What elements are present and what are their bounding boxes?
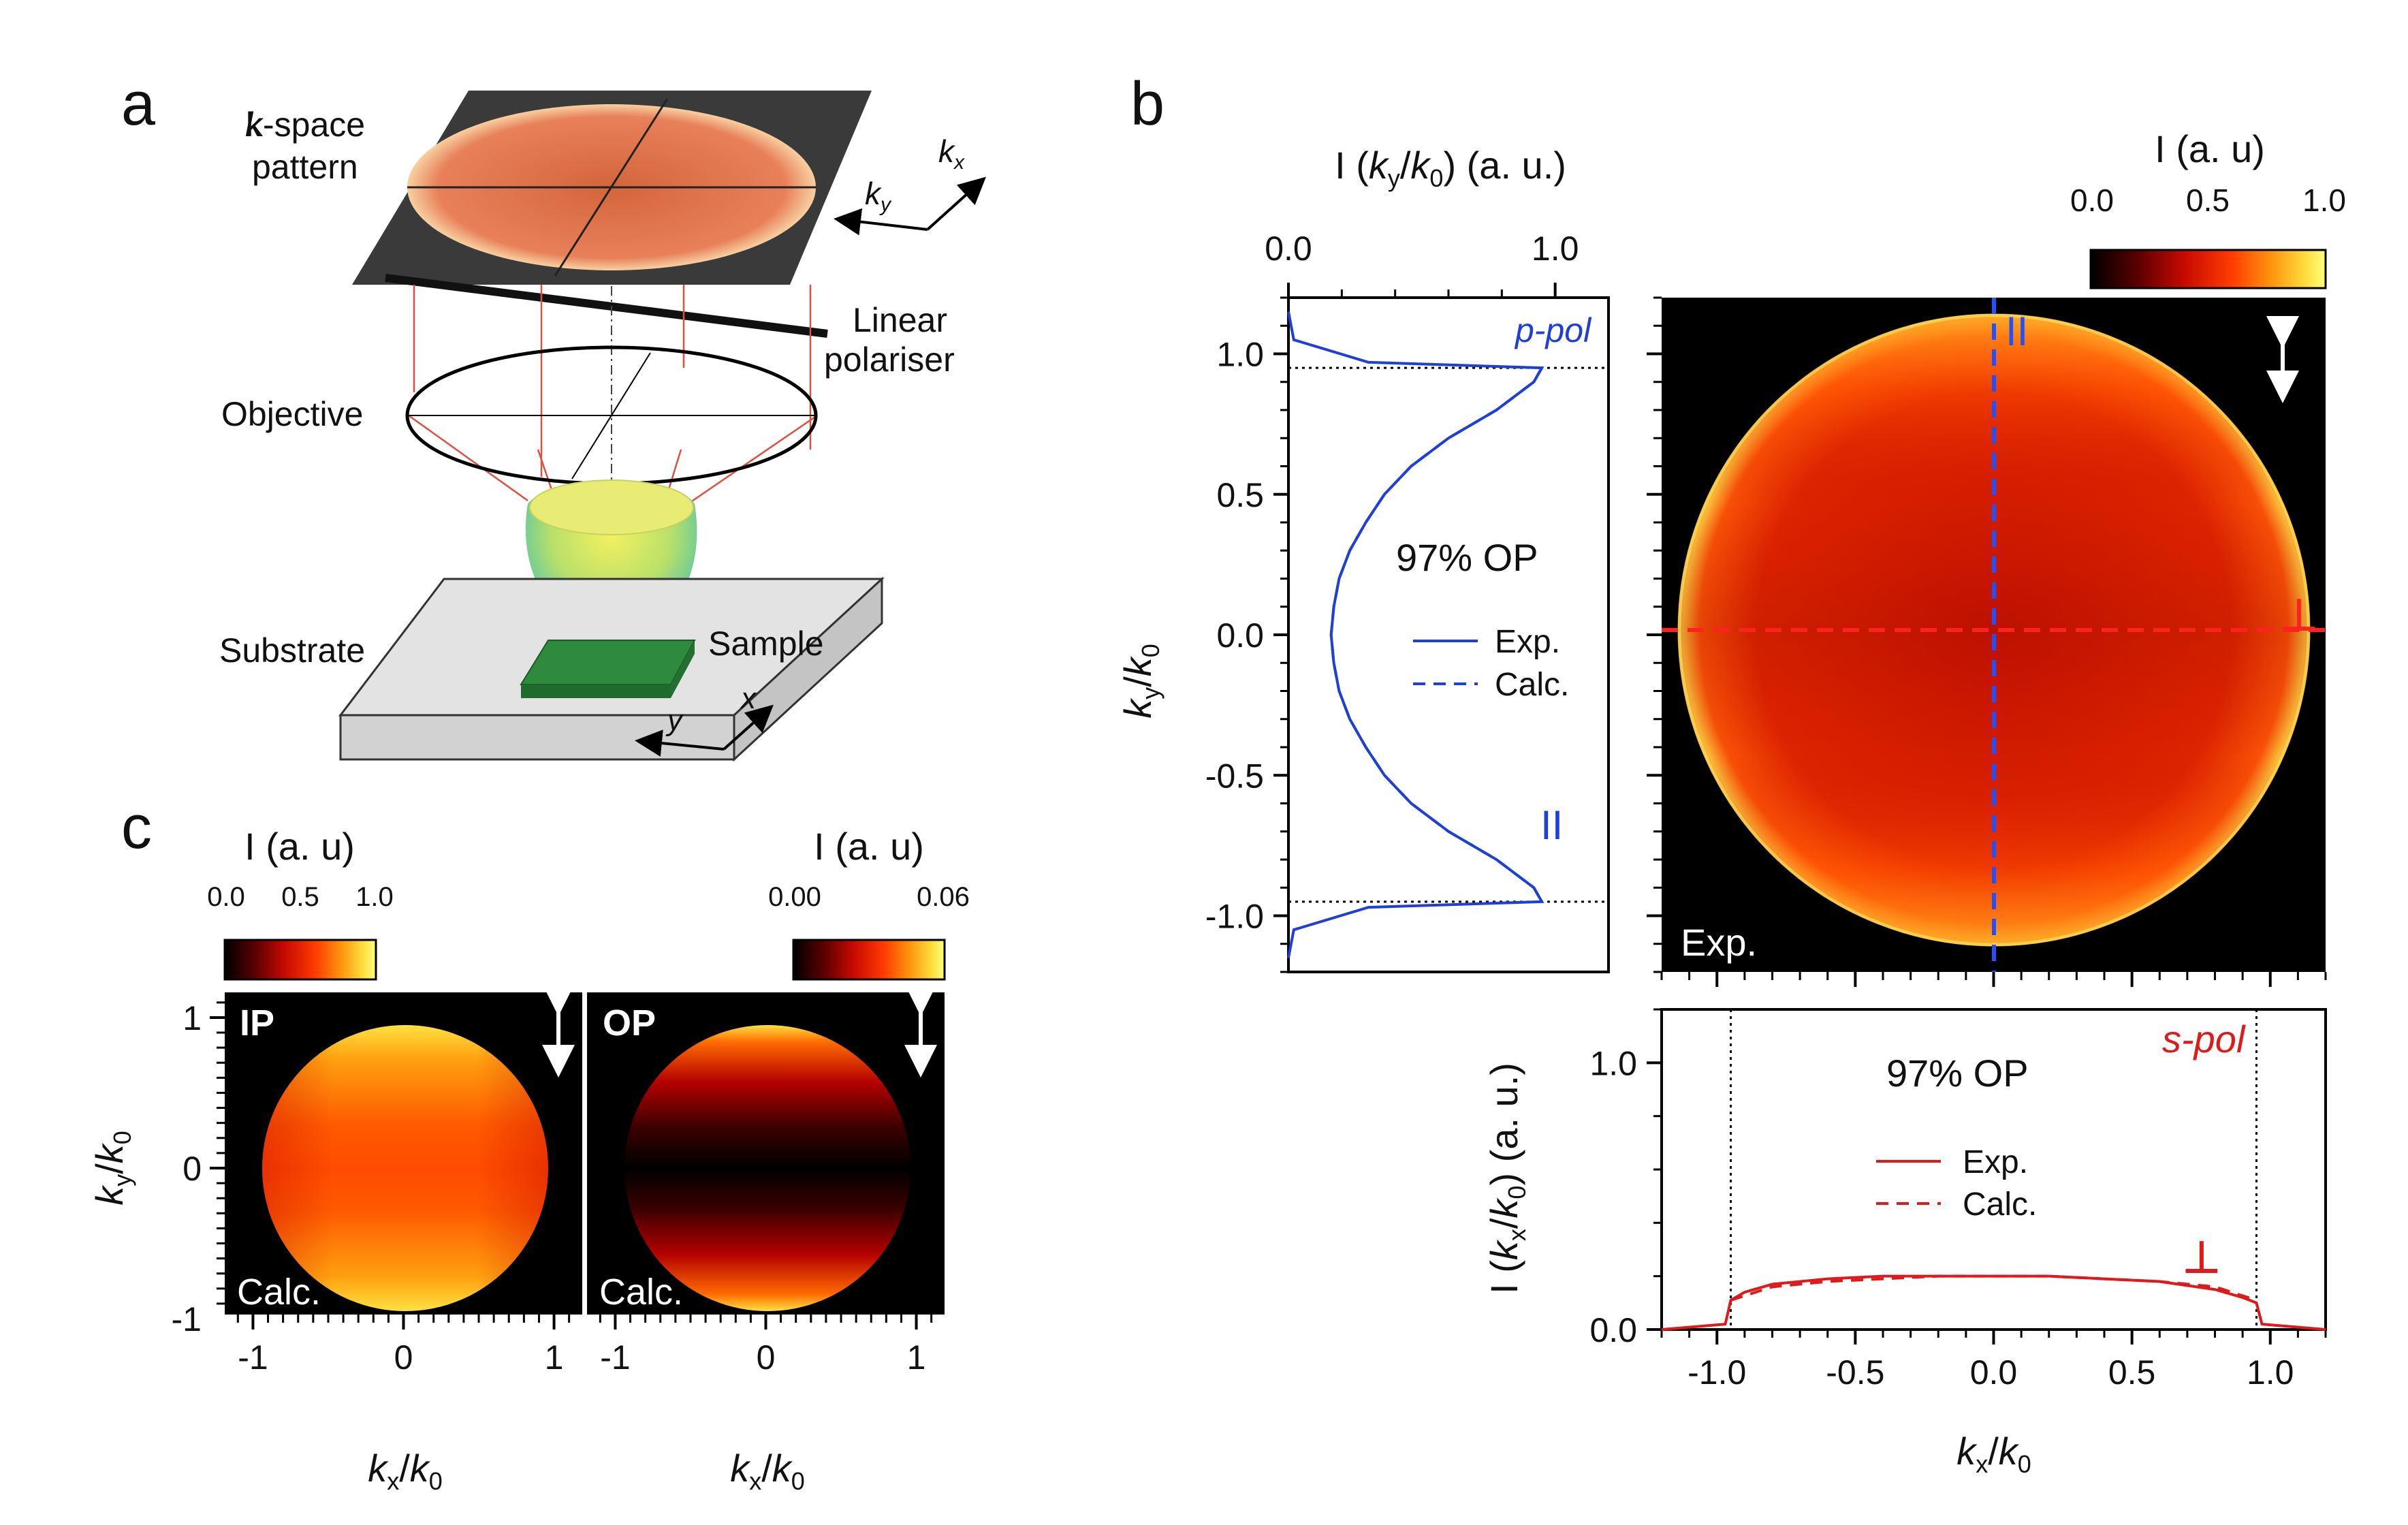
sample bbox=[520, 640, 696, 685]
objective-label: Objective bbox=[221, 395, 363, 433]
b-bottom-xtick-label: 1.0 bbox=[2247, 1353, 2294, 1392]
b-left-ytick-label: -0.5 bbox=[1205, 757, 1264, 795]
c-ip-ticks-xtick-label: 0 bbox=[394, 1338, 413, 1377]
panel-label-c: c bbox=[121, 793, 152, 862]
panel-b-ky-profile: 1.0 0.5 0.0 -0.5 -1.0 0.0 1.0 I (ky/k0) (a. u.… bbox=[1116, 144, 1610, 973]
b-colorbar-tick-2: 1.0 bbox=[2302, 183, 2346, 218]
c-op-colorbar bbox=[792, 939, 946, 981]
c-op-ticks-xtick-label: -1 bbox=[600, 1338, 630, 1377]
b-left-xtick-label: 1.0 bbox=[1532, 230, 1579, 268]
b-bottom-xtick-label: 0.5 bbox=[2108, 1353, 2156, 1392]
b-bottom-xtick-label: -1.0 bbox=[1688, 1353, 1746, 1392]
polariser-label-1: Linear bbox=[853, 301, 947, 339]
sample-label: Sample bbox=[708, 625, 824, 663]
b-bottom-xtick-label: -0.5 bbox=[1826, 1353, 1884, 1392]
b-bottom-perp-symbol: ⊥ bbox=[2183, 1233, 2221, 1282]
panel-label-a: a bbox=[121, 70, 156, 138]
c-ip-colorbar-tick-2: 1.0 bbox=[355, 882, 394, 912]
b-bottom-legend-calc: Calc. bbox=[1963, 1186, 2037, 1223]
b-left-pol-label: p-pol bbox=[1514, 311, 1592, 349]
c-op-colorbar-tick-1: 0.06 bbox=[917, 882, 970, 912]
ky-label: ky bbox=[865, 176, 892, 216]
c-ip-ticks-ytick-label: -1 bbox=[172, 1300, 202, 1338]
c-ip-xlabel: kx/k0 bbox=[368, 1447, 443, 1495]
b-left-ytick-label: -1.0 bbox=[1205, 898, 1264, 936]
b-map-parallel-symbol: II bbox=[2006, 309, 2028, 354]
y-label: y bbox=[665, 704, 684, 737]
panel-label-b: b bbox=[1130, 70, 1165, 138]
c-ip-ticks-ytick-label: 1 bbox=[183, 999, 202, 1037]
kx-label: kx bbox=[938, 133, 965, 174]
b-left-frame bbox=[1287, 296, 1610, 973]
c-op-disc bbox=[624, 1025, 910, 1311]
c-ip-ticks-xtick-label: -1 bbox=[238, 1338, 268, 1377]
x-label: x bbox=[740, 682, 757, 715]
b-colorbar-title: I (a. u) bbox=[2155, 127, 2265, 170]
panel-b-exp-map: II ⊥ Exp. I (a. u) 0.0 0.5 1.0 bbox=[1647, 127, 2346, 987]
b-colorbar-tick-1: 0.5 bbox=[2186, 183, 2230, 218]
kx-axis-arrow bbox=[926, 176, 986, 231]
b-bottom-xtick-label: 0.0 bbox=[1970, 1353, 2018, 1392]
panel-b-kx-profile: -1.0 -0.5 0.0 0.5 1.0 1.0 0.0 s-pol 97% OP Exp… bbox=[1483, 1008, 2327, 1478]
b-left-xlabel: I (ky/k0) (a. u.) bbox=[1335, 144, 1566, 192]
b-bottom-ylabel: I (kx/k0) (a. u.) bbox=[1483, 1063, 1531, 1294]
c-ip-ticks-xtick-label: 1 bbox=[545, 1338, 564, 1377]
y-axis-arrow bbox=[635, 729, 725, 757]
b-left-ylabel: ky/k0 bbox=[1116, 644, 1165, 719]
b-left-xtick-label: 0.0 bbox=[1265, 230, 1312, 268]
c-op-calc-label: Calc. bbox=[599, 1272, 683, 1312]
b-map-label: Exp. bbox=[1681, 921, 1757, 964]
c-ip-colorbar-title: I (a. u) bbox=[244, 825, 355, 868]
c-op-colorbar-title: I (a. u) bbox=[814, 825, 924, 868]
panel-c-op-map: OP Calc. I (a. u) 0.00 0.06 kx/k0 -1 0 1 bbox=[587, 825, 970, 1495]
b-bottom-legend-exp: Exp. bbox=[1963, 1144, 2028, 1180]
b-bottom-series-exp bbox=[1661, 1274, 2326, 1331]
b-left-ytick-label: 0.5 bbox=[1216, 476, 1264, 514]
c-ip-calc-label: Calc. bbox=[237, 1272, 321, 1312]
b-bottom-series-calc bbox=[1730, 1274, 2258, 1302]
c-op-xlabel: kx/k0 bbox=[730, 1447, 805, 1495]
c-op-colorbar-tick-0: 0.00 bbox=[768, 882, 821, 912]
c-op-label: OP bbox=[603, 1003, 656, 1043]
b-left-series-calc bbox=[1329, 367, 1543, 902]
b-bottom-pol-label: s-pol bbox=[2162, 1018, 2246, 1060]
b-left-parallel-symbol: II bbox=[1540, 802, 1563, 848]
b-bottom-ytick-label: 0.0 bbox=[1589, 1311, 1637, 1349]
b-colorbar bbox=[2089, 249, 2327, 289]
linear-polariser bbox=[385, 274, 828, 338]
b-bottom-xlabel: kx/k0 bbox=[1956, 1430, 2031, 1478]
c-ip-colorbar-tick-1: 0.5 bbox=[281, 882, 319, 912]
c-op-ticks-xtick-label: 1 bbox=[907, 1338, 926, 1377]
b-left-legend-exp: Exp. bbox=[1495, 624, 1560, 660]
c-op-ticks-xtick-label: 0 bbox=[757, 1338, 776, 1377]
b-bottom-op-label: 97% OP bbox=[1886, 1052, 2029, 1095]
b-bottom-ytick-label: 1.0 bbox=[1589, 1044, 1637, 1082]
c-ip-label: IP bbox=[240, 1003, 274, 1043]
b-map-perp-symbol: ⊥ bbox=[2280, 591, 2318, 640]
c-ylabel: ky/k0 bbox=[88, 1131, 136, 1206]
x-axis-arrow bbox=[723, 704, 774, 751]
b-left-ytick-label: 1.0 bbox=[1216, 336, 1264, 374]
pattern-label: pattern bbox=[252, 148, 358, 186]
ky-axis-arrow bbox=[834, 208, 928, 236]
b-left-op-label: 97% OP bbox=[1396, 536, 1538, 579]
c-ip-colorbar-tick-0: 0.0 bbox=[207, 882, 245, 912]
polariser-label-2: polariser bbox=[824, 341, 955, 379]
panel-a-schematic: kk-space pattern kx ky Linear polariser … bbox=[219, 91, 986, 762]
substrate-label: Substrate bbox=[219, 631, 365, 670]
kspace-label: kk-space bbox=[245, 106, 365, 144]
b-left-ytick-label: 0.0 bbox=[1216, 616, 1264, 655]
b-colorbar-tick-0: 0.0 bbox=[2070, 183, 2114, 218]
panel-c-ip-map: IP Calc. I (a. u) 0.0 0.5 1.0 ky/k0 kx/k… bbox=[88, 825, 582, 1495]
b-left-legend-calc: Calc. bbox=[1495, 667, 1569, 703]
c-ip-colorbar bbox=[223, 939, 377, 981]
c-ip-ticks-ytick-label: 0 bbox=[183, 1150, 202, 1188]
